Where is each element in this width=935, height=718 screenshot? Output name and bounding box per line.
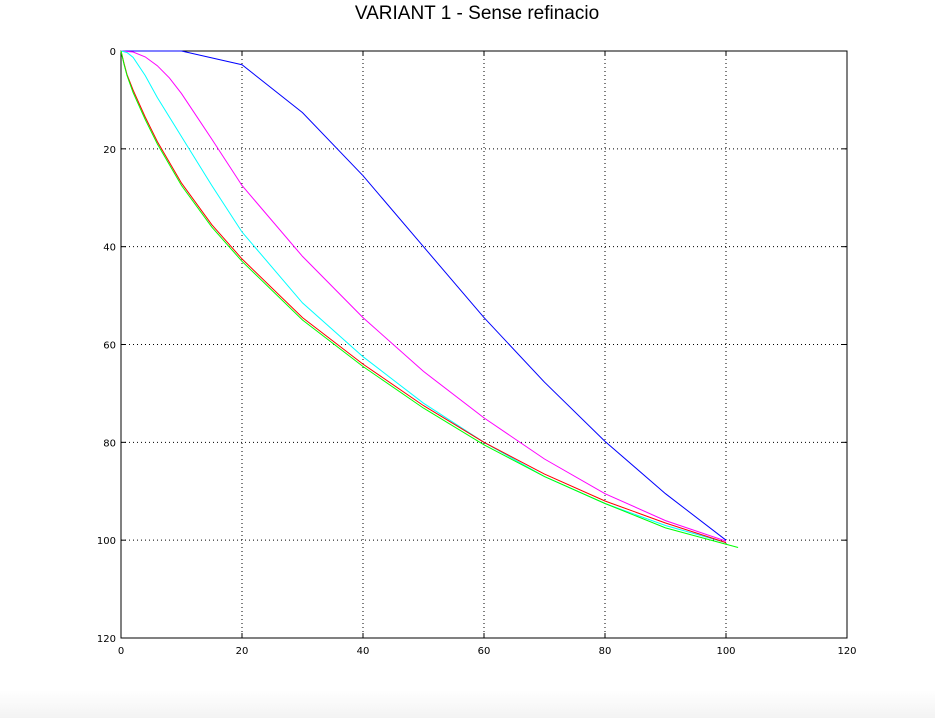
- grid-lines: [121, 51, 847, 638]
- x-tick-label: 80: [599, 646, 612, 657]
- y-tick-label: 100: [97, 536, 116, 547]
- y-tick-label: 60: [103, 341, 116, 352]
- window-bottom-edge: [0, 690, 935, 718]
- x-tick-label: 60: [478, 646, 491, 657]
- series-line-1: [121, 50, 727, 541]
- y-tick-label: 20: [103, 145, 116, 156]
- series-lines: [120, 50, 739, 548]
- series-line-2: [120, 50, 727, 542]
- series-line-4: [120, 50, 727, 544]
- series-line-5: [120, 50, 739, 548]
- series-line-3: [120, 50, 727, 544]
- y-tick-label: 80: [103, 438, 116, 449]
- x-tick-label: 40: [357, 646, 370, 657]
- x-tick-label: 120: [837, 646, 856, 657]
- y-tick-label: 0: [110, 47, 116, 58]
- x-tick-label: 100: [716, 646, 735, 657]
- chart-title: VARIANT 1 - Sense refinacio: [354, 3, 600, 24]
- x-tick-label: 0: [118, 646, 124, 657]
- title-wrapper: VARIANT 1 - Sense refinacio: [0, 0, 935, 24]
- y-tick-label: 40: [103, 243, 116, 254]
- y-tick-label: 120: [97, 634, 116, 645]
- x-tick-label: 20: [236, 646, 249, 657]
